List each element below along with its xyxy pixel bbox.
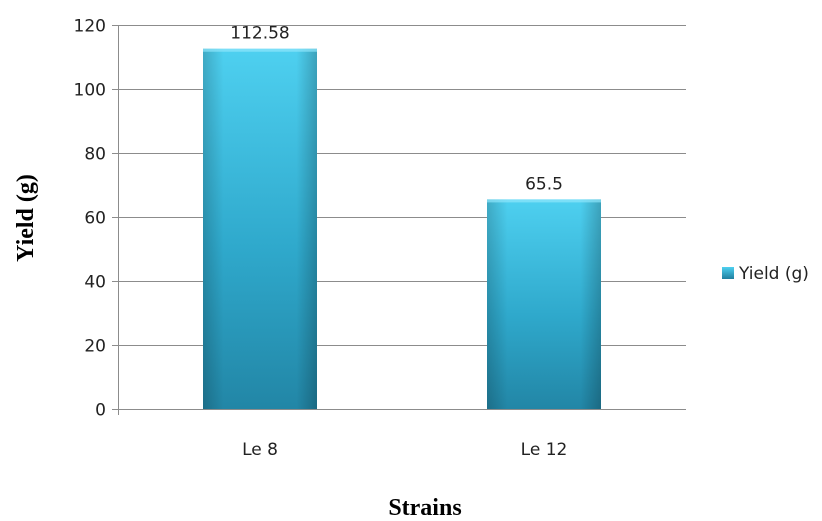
y-tick-label: 100 (74, 81, 106, 101)
y-tick-label: 0 (95, 401, 106, 421)
y-tick-label: 20 (84, 337, 106, 357)
y-axis-ticks: 0 20 40 60 80 100 120 (74, 17, 106, 421)
bar-shading (203, 48, 317, 410)
x-axis-ticks: Le 8 Le 12 (242, 440, 567, 460)
x-axis-title: Strains (388, 495, 461, 521)
y-tick-label: 80 (84, 145, 106, 165)
bar-top-highlight (487, 199, 601, 203)
legend: Yield (g) (722, 264, 809, 284)
x-tick-label: Le 8 (242, 440, 278, 460)
bar-top-highlight (203, 48, 317, 52)
data-label: 112.58 (230, 24, 289, 44)
y-tick-label: 60 (84, 209, 106, 229)
bar-shading (487, 199, 601, 409)
legend-swatch (722, 267, 734, 279)
y-tick-label: 40 (84, 273, 106, 293)
y-tick-label: 120 (74, 17, 106, 37)
x-tick-label: Le 12 (521, 440, 568, 460)
data-label: 65.5 (525, 174, 563, 194)
bars: 112.58 65.5 (203, 24, 601, 410)
legend-label: Yield (g) (738, 264, 809, 284)
y-axis-title: Yield (g) (13, 174, 39, 262)
